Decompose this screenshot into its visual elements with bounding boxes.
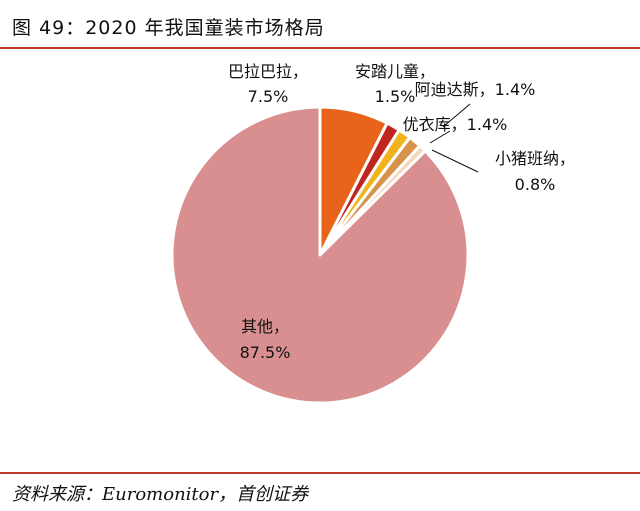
slice-label-1-line-1: 巴拉巴拉， [228,62,308,81]
slice-label-2-line-2: 1.5% [375,87,416,106]
slice-label-2-line-1: 安踏儿童， [355,62,435,81]
pie-slice-6 [170,105,470,405]
slice-label-5-line-2: 0.8% [515,175,556,194]
slice-label-3-line-1: 阿迪达斯，1.4% [415,80,536,99]
leader-line-3 [442,103,471,128]
chart-title: 图 49：2020 年我国童装市场格局 [12,17,325,39]
slice-label-1-line-2: 7.5% [248,87,289,106]
slice-label-6-line-1: 其他， [241,317,289,336]
slice-label-4-line-1: 优衣库，1.4% [403,115,508,134]
bottom-divider [0,472,640,474]
source-note: 资料来源：Euromonitor，首创证券 [12,484,309,505]
leader-line-5 [431,149,479,173]
slice-label-6-line-2: 87.5% [240,343,291,362]
leader-line-4 [429,130,451,144]
top-divider [0,47,640,49]
slice-label-5-line-1: 小猪班纳， [495,149,575,168]
